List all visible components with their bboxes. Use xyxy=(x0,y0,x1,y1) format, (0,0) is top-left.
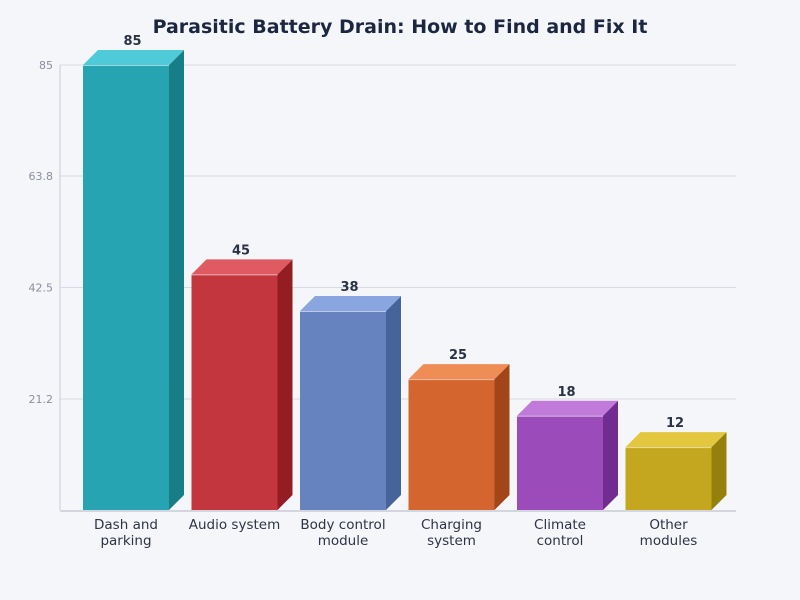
bar-value-label: 85 xyxy=(123,34,141,49)
x-category-label: Body control module xyxy=(300,517,386,549)
bar-top xyxy=(83,50,184,65)
bar-front xyxy=(408,379,495,510)
bar-front xyxy=(300,311,386,510)
axes: 21.2 42.5 63.8 85 xyxy=(29,59,736,512)
bar-side xyxy=(603,400,618,510)
y-tick-label: 21.2 xyxy=(29,393,54,406)
bar-value-label: 18 xyxy=(557,385,575,400)
x-category-label: Dash and parking xyxy=(94,517,158,549)
bar-side xyxy=(386,296,401,510)
bar-value-label: 45 xyxy=(232,243,250,258)
bar-front xyxy=(517,415,603,510)
bar-front xyxy=(191,274,278,510)
x-category-label: Audio system xyxy=(188,517,281,533)
chart-title: Parasitic Battery Drain: How to Find and… xyxy=(152,16,648,38)
bar-top xyxy=(408,364,510,380)
x-category-label: Charging system xyxy=(420,517,482,549)
y-tick-label: 63.8 xyxy=(29,170,54,183)
bar-top xyxy=(300,296,401,312)
bar-side xyxy=(494,364,510,510)
bar-side xyxy=(277,259,293,510)
bar-top xyxy=(625,432,727,448)
bar-value-label: 38 xyxy=(340,280,358,295)
bar: 12 xyxy=(625,416,727,510)
bar-side xyxy=(169,50,184,510)
y-tick-label: 42.5 xyxy=(29,282,54,295)
x-category-label: Climate control xyxy=(534,517,586,549)
bar: 45 xyxy=(191,243,293,510)
bars: 85 45 38 25 18 12 xyxy=(83,34,727,510)
bar-front xyxy=(625,447,712,510)
bar: 25 xyxy=(408,348,510,510)
bar-value-label: 25 xyxy=(449,348,467,363)
bar: 18 xyxy=(517,385,618,510)
bar-side xyxy=(711,432,727,510)
x-category-label: Other modules xyxy=(639,517,698,549)
bar-value-label: 12 xyxy=(666,416,684,431)
bar: 38 xyxy=(300,280,401,510)
bar-front xyxy=(83,65,169,510)
bar-top xyxy=(517,400,618,416)
bar-top xyxy=(191,259,293,275)
bar: 85 xyxy=(83,34,184,510)
y-tick-label: 85 xyxy=(39,59,53,72)
